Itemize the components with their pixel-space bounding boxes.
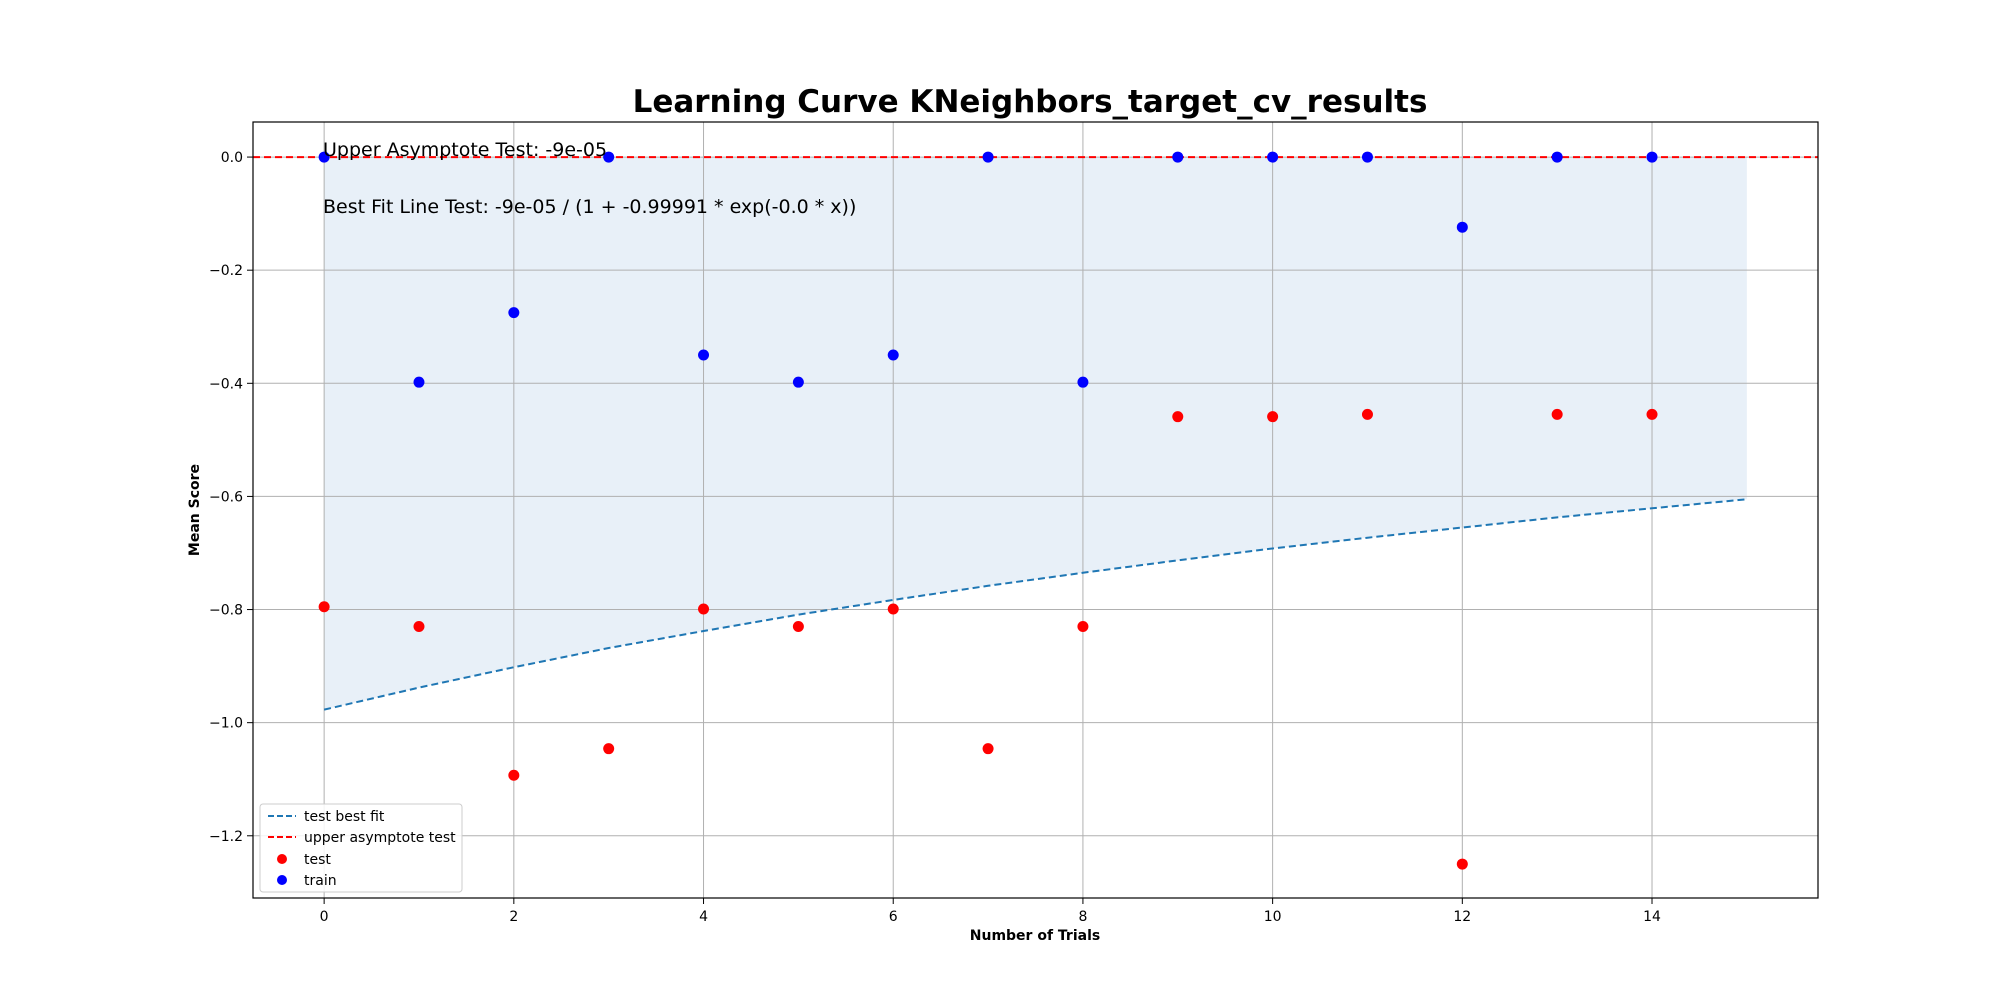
legend-swatch-train	[277, 875, 287, 885]
point-train	[508, 307, 520, 319]
annotation-upper-asymptote: Upper Asymptote Test: -9e-05	[323, 139, 607, 161]
x-tick-label: 10	[1264, 909, 1282, 925]
point-train	[1361, 151, 1373, 163]
legend-label-train: train	[304, 873, 337, 889]
legend: test best fit upper asymptote test test …	[259, 803, 463, 893]
point-test	[603, 743, 615, 755]
x-tick-label: 0	[320, 909, 329, 925]
point-train	[1077, 376, 1089, 388]
annotation-best-fit-line: Best Fit Line Test: -9e-05 / (1 + -0.999…	[323, 196, 856, 218]
fill-region	[324, 157, 1747, 710]
point-test	[792, 621, 804, 633]
y-tick-label: 0.0	[221, 150, 243, 166]
y-tick-label: −0.2	[209, 263, 243, 279]
x-tick-label: 14	[1643, 909, 1661, 925]
point-test	[413, 621, 425, 633]
y-ticks: 0.0 −0.2 −0.4 −0.6 −0.8 −1.0 −1.2	[209, 150, 253, 845]
legend-swatch-test	[277, 854, 287, 864]
y-tick-label: −1.0	[209, 716, 243, 732]
point-test	[1361, 408, 1373, 420]
plot-frame	[252, 121, 1819, 899]
point-train	[982, 151, 994, 163]
x-tick-label: 4	[699, 909, 708, 925]
point-test	[1646, 408, 1658, 420]
point-test	[318, 601, 330, 613]
x-tick-label: 2	[509, 909, 518, 925]
point-test	[698, 603, 710, 615]
point-train	[698, 349, 710, 361]
y-tick-label: −1.2	[209, 829, 243, 845]
point-test	[1172, 411, 1184, 423]
series-line-test-best-fit	[323, 498, 1747, 711]
grid-layer	[253, 122, 1818, 898]
y-axis-label: Mean Score	[187, 464, 203, 556]
legend-box	[259, 803, 463, 893]
point-train	[792, 376, 804, 388]
point-train	[603, 151, 615, 163]
point-test	[508, 769, 520, 781]
y-tick-label: −0.4	[209, 376, 243, 392]
point-train	[887, 349, 899, 361]
x-tick-label: 8	[1078, 909, 1087, 925]
y-tick-label: −0.6	[209, 489, 243, 505]
point-test	[1077, 621, 1089, 633]
point-test	[1267, 411, 1279, 423]
legend-label-upper-asymptote: upper asymptote test	[304, 830, 456, 846]
x-tick-label: 12	[1453, 909, 1471, 925]
point-test	[887, 603, 899, 615]
legend-label-test: test	[304, 852, 331, 868]
point-test	[1456, 858, 1468, 870]
point-train	[413, 376, 425, 388]
x-axis-label: Number of Trials	[970, 928, 1100, 944]
points-layer	[318, 151, 1658, 870]
point-train	[318, 151, 330, 163]
legend-label-test-best-fit: test best fit	[304, 809, 385, 825]
x-tick-label: 6	[889, 909, 898, 925]
chart-title: Learning Curve KNeighbors_target_cv_resu…	[633, 84, 1428, 120]
point-train	[1267, 151, 1279, 163]
point-train	[1456, 221, 1468, 233]
point-train	[1551, 151, 1563, 163]
point-train	[1646, 151, 1658, 163]
fill-region-layer	[324, 157, 1747, 710]
y-tick-label: −0.8	[209, 603, 243, 619]
x-ticks: 0 2 4 6 8 10 12 14	[320, 898, 1661, 925]
point-test	[1551, 408, 1563, 420]
point-test	[982, 743, 994, 755]
point-train	[1172, 151, 1184, 163]
